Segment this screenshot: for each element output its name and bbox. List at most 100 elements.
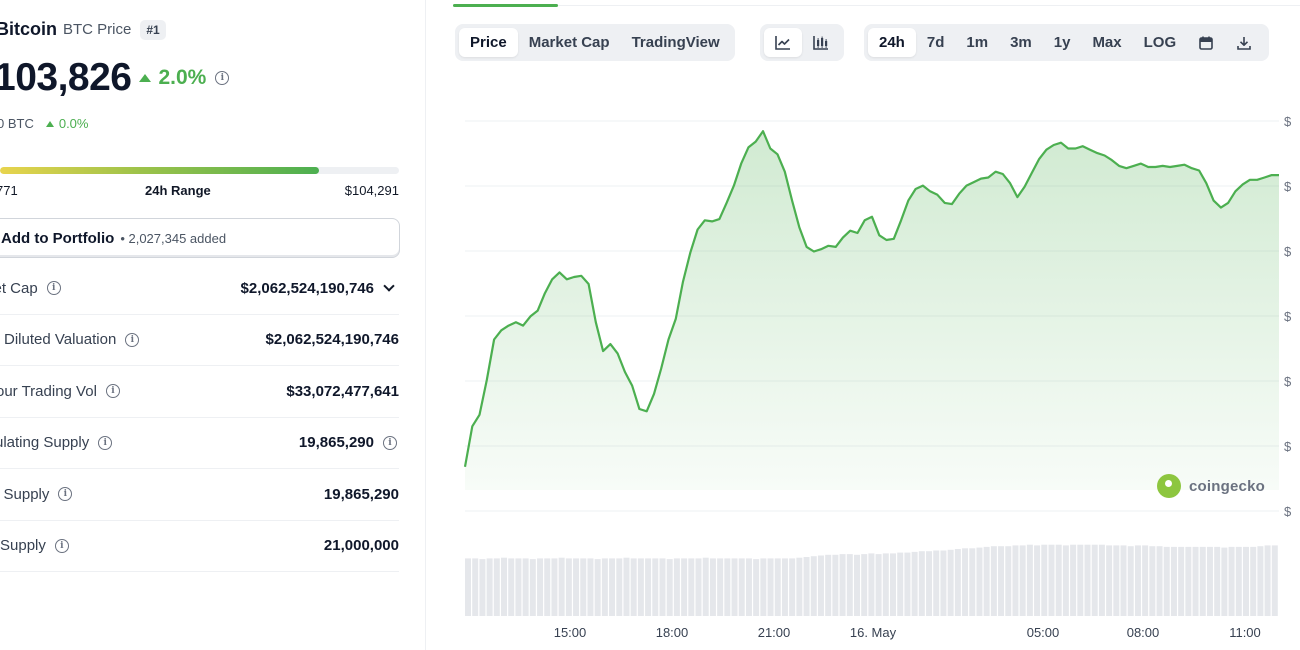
volume-bar — [652, 558, 659, 616]
y-tick-label: $ — [1284, 439, 1292, 454]
volume-bar — [558, 557, 565, 616]
volume-bar — [1026, 544, 1033, 616]
volume-bar — [544, 558, 551, 616]
volume-bar — [861, 554, 868, 616]
volume-bar — [832, 554, 839, 616]
volume-bar — [998, 546, 1005, 616]
volume-bar — [573, 558, 580, 616]
price-chart-svg[interactable]: $ $ $ $ $ $ $15:00 18:00 21:00 16. May 05:00 08:00 1… — [453, 80, 1300, 650]
tab-log[interactable]: LOG — [1143, 34, 1177, 51]
volume-bar — [623, 557, 630, 616]
volume-bar — [1221, 547, 1228, 616]
x-tick-label: 15:00 — [554, 625, 587, 640]
calendar-button[interactable] — [1187, 28, 1225, 57]
volume-bar — [1264, 545, 1271, 616]
volume-bar — [681, 558, 688, 616]
volume-bar — [918, 551, 925, 616]
range-high: $104,291 — [344, 183, 399, 198]
volume-bar — [933, 550, 940, 616]
volume-bar — [1120, 545, 1127, 616]
range-24h-fill — [0, 167, 320, 174]
volume-bar — [1199, 546, 1206, 616]
y-tick-label: $ — [1284, 114, 1292, 129]
chevron-down-icon[interactable] — [383, 280, 395, 292]
stat-row: Diluted Valuation i $2,062,524,190,746 — [0, 315, 399, 366]
stat-label: ulating Supply — [0, 434, 90, 452]
coin-subtitle: BTC Price — [63, 21, 132, 38]
tab-3m[interactable]: 3m — [1010, 34, 1032, 51]
x-tick-label: 16. May — [850, 625, 897, 640]
info-icon[interactable]: i — [58, 487, 73, 502]
info-icon[interactable]: i — [98, 435, 113, 450]
volume-bar — [529, 559, 536, 616]
info-icon[interactable]: i — [125, 332, 140, 347]
volume-bar — [587, 558, 594, 616]
stat-label: Diluted Valuation — [4, 331, 117, 349]
volume-bar — [911, 551, 918, 616]
volume-bar — [565, 558, 572, 616]
line-chart-button[interactable] — [764, 28, 802, 57]
stat-label: l Supply — [0, 485, 50, 503]
tab-tradingview[interactable]: TradingView — [631, 34, 720, 51]
volume-bar — [1062, 545, 1069, 616]
volume-bar — [515, 558, 522, 616]
stat-label-wrap: l Supply i — [0, 485, 73, 503]
stat-label-wrap: Diluted Valuation i — [4, 331, 140, 349]
stat-row[interactable]: ket Cap i $2,062,524,190,746 — [0, 263, 399, 315]
volume-bar — [825, 554, 832, 616]
volume-bar — [1134, 545, 1141, 616]
caret-up-icon — [139, 74, 152, 82]
add-to-portfolio-button[interactable]: Add to Portfolio • 2,027,345 added — [0, 218, 400, 258]
tab-7d[interactable]: 7d — [926, 34, 945, 51]
coin-header: Bitcoin BTC Price #1 — [0, 19, 166, 40]
tab-market-cap[interactable]: Market Cap — [528, 34, 610, 51]
coingecko-logo-icon — [1157, 474, 1181, 498]
tab-24h[interactable]: 24h — [868, 28, 916, 57]
volume-bar — [990, 546, 997, 616]
section-divider — [453, 5, 1300, 6]
info-icon[interactable]: i — [383, 435, 397, 450]
download-button[interactable] — [1225, 28, 1263, 57]
x-tick-label: 21:00 — [758, 625, 791, 640]
stat-value: $33,072,477,641 — [286, 382, 399, 400]
volume-bar — [1228, 546, 1235, 616]
volume-bar — [947, 549, 954, 616]
info-icon[interactable]: i — [46, 281, 61, 296]
volume-bar — [767, 558, 774, 616]
stat-label-wrap: ket Cap i — [0, 280, 61, 297]
view-tabs: Price Market Cap TradingView — [455, 24, 735, 61]
volume-bar — [717, 558, 724, 616]
tab-max[interactable]: Max — [1092, 34, 1122, 51]
range-low: 771 — [0, 183, 18, 198]
current-price: 103,826 — [0, 56, 132, 99]
stat-value: $2,062,524,190,746 — [265, 331, 399, 349]
info-icon[interactable]: i — [54, 538, 69, 553]
volume-bar — [817, 555, 824, 616]
volume-bar — [1242, 546, 1249, 616]
tab-1y[interactable]: 1y — [1053, 34, 1071, 51]
volume-bar — [493, 558, 500, 616]
stat-label: Supply — [0, 537, 46, 555]
volume-bar — [839, 554, 846, 616]
volume-bar — [695, 558, 702, 616]
candlestick-chart-button[interactable] — [802, 28, 840, 57]
volume-bar — [1214, 546, 1221, 616]
portfolio-added-count: • 2,027,345 added — [120, 230, 227, 246]
info-icon[interactable]: i — [215, 71, 230, 85]
price-chart[interactable]: $ $ $ $ $ $ $15:00 18:00 21:00 16. May 05:00 08:00 1… — [453, 80, 1300, 650]
volume-bar — [580, 558, 587, 616]
range-label: 24h Range — [145, 183, 211, 198]
volume-bar — [1149, 546, 1156, 616]
volume-bar — [1041, 544, 1048, 616]
volume-bar — [1156, 546, 1163, 616]
volume-bar — [1206, 546, 1213, 616]
price-line — [463, 130, 1279, 467]
info-icon[interactable]: i — [105, 384, 120, 399]
volume-bar — [1235, 546, 1242, 616]
tab-1m[interactable]: 1m — [966, 34, 989, 51]
volume-bar — [688, 558, 695, 616]
portfolio-button-label: Add to Portfolio — [1, 229, 115, 247]
tab-price[interactable]: Price — [459, 28, 518, 57]
volume-bar — [508, 558, 515, 616]
volume-bar — [1127, 546, 1134, 616]
